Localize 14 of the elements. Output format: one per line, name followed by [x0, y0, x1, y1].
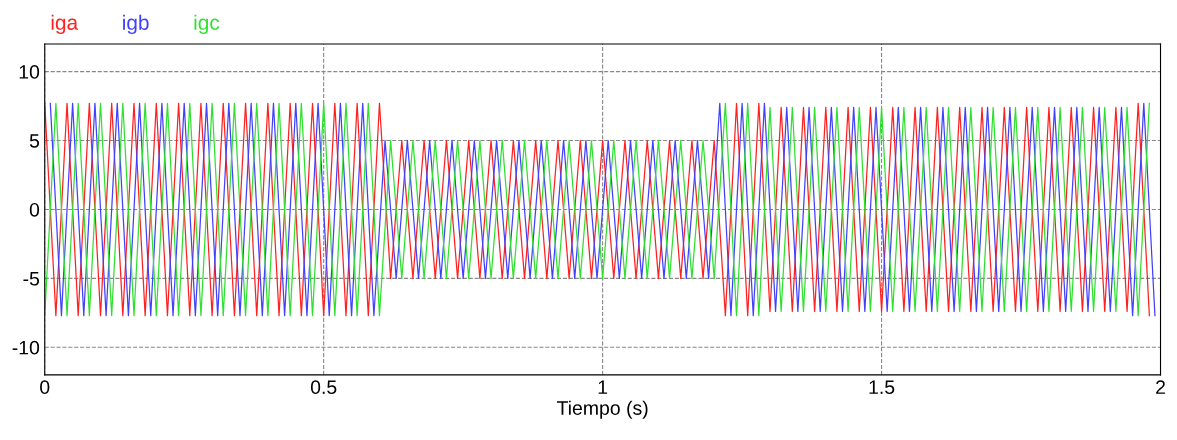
x-tick-label: 1.5 — [869, 380, 895, 395]
text: igc — [194, 14, 220, 35]
y-tick-label: 0 — [29, 202, 40, 217]
x-tick-label: 2 — [1156, 380, 1165, 394]
x-tick-label: 0.5 — [310, 380, 337, 395]
x-axis-title: Tiempo (s) — [556, 400, 648, 419]
y-tick-label: -5 — [23, 272, 40, 286]
y-tick-label: 5 — [29, 134, 40, 148]
text: iga — [51, 14, 79, 35]
y-tick-label: 10 — [19, 65, 40, 79]
x-tick-label: 0 — [40, 380, 50, 395]
x-tick-label: 1 — [598, 380, 608, 394]
text: igb — [123, 14, 149, 35]
y-tick-label: -10 — [12, 340, 40, 355]
